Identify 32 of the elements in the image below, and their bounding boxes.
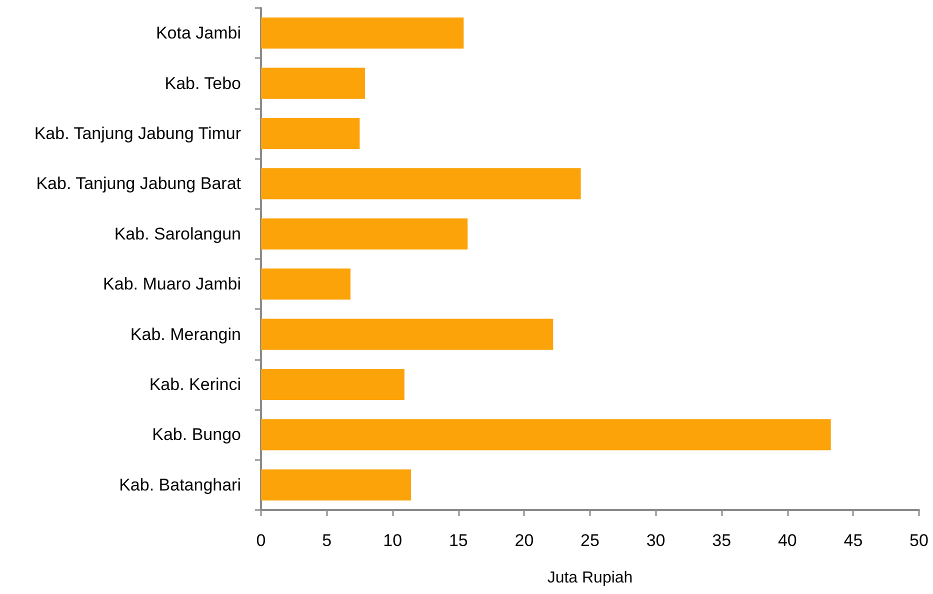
y-tick-label: Kab. Bungo (152, 425, 241, 444)
bar (261, 268, 350, 300)
bar (261, 419, 831, 450)
x-tick-label: 45 (844, 531, 863, 550)
y-tick-label: Kab. Tebo (164, 74, 241, 93)
y-tick-label: Kota Jambi (156, 24, 241, 43)
x-tick-label: 15 (448, 531, 468, 550)
bar (261, 168, 581, 200)
bar (261, 368, 404, 400)
y-tick-label: Kab. Tanjung Jabung Barat (36, 174, 242, 194)
bar (261, 118, 360, 150)
x-axis-title: Juta Rupiah (547, 570, 633, 586)
bar (261, 318, 554, 350)
y-tick-label: Kab. Kerinci (149, 375, 241, 394)
bar (261, 218, 468, 250)
x-tick-label: 10 (383, 531, 402, 550)
bar (261, 68, 365, 99)
y-tick-label: Kab. Muaro Jambi (103, 274, 241, 294)
x-tick-label: 30 (646, 531, 666, 550)
x-tick-label: 35 (712, 531, 732, 550)
y-tick-label: Kab. Merangin (130, 324, 241, 344)
x-tick-label: 50 (910, 531, 928, 550)
x-tick-label: 20 (514, 531, 534, 550)
x-tick-label: 40 (778, 531, 797, 550)
x-tick-label: 5 (322, 531, 332, 550)
y-tick-label: Kab. Tanjung Jabung Timur (34, 124, 242, 143)
x-tick-label: 25 (580, 531, 600, 550)
x-tick-label: 0 (256, 531, 266, 550)
y-tick-label: Kab. Sarolangun (114, 224, 241, 244)
bar (261, 469, 412, 500)
y-tick-label: Kab. Batanghari (119, 475, 241, 494)
bar (261, 18, 464, 49)
